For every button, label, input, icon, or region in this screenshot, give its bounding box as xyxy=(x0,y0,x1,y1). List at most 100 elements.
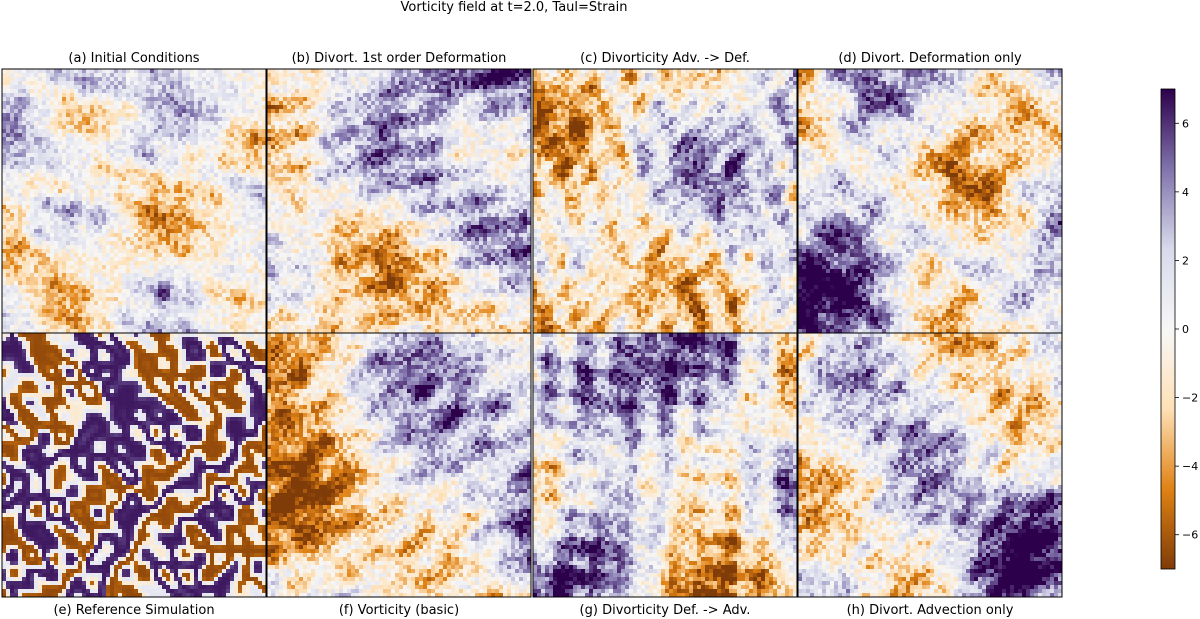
heatmap-cell xyxy=(222,145,226,149)
heatmap-cell xyxy=(238,273,242,277)
heatmap-cell xyxy=(34,169,38,173)
heatmap-cell xyxy=(34,165,38,169)
heatmap-cell xyxy=(114,181,118,185)
heatmap-cell xyxy=(387,69,391,73)
heatmap-cell xyxy=(6,125,10,129)
heatmap-cell xyxy=(86,85,90,89)
heatmap-cell xyxy=(122,161,126,165)
heatmap-cell xyxy=(54,129,58,133)
heatmap-cell xyxy=(110,273,114,277)
heatmap-cell xyxy=(138,213,142,217)
heatmap-cell xyxy=(6,289,10,293)
heatmap-cell xyxy=(102,165,106,169)
heatmap-cell xyxy=(254,213,258,217)
heatmap-cell xyxy=(10,217,14,221)
heatmap-cell xyxy=(58,169,62,173)
heatmap-cell xyxy=(226,97,230,101)
heatmap-cell xyxy=(399,69,403,73)
heatmap-cell xyxy=(102,145,106,149)
heatmap-cell xyxy=(110,237,114,241)
heatmap-cell xyxy=(78,289,82,293)
heatmap-cell xyxy=(38,325,42,329)
heatmap-cell xyxy=(146,193,150,197)
heatmap-cell xyxy=(66,245,70,249)
heatmap-cell xyxy=(30,185,34,189)
heatmap-cell xyxy=(18,277,22,281)
heatmap-cell xyxy=(110,173,114,177)
heatmap-cell xyxy=(30,133,34,137)
heatmap-cell xyxy=(70,121,74,125)
heatmap-cell xyxy=(54,165,58,169)
heatmap-cell xyxy=(98,149,102,153)
heatmap-cell xyxy=(218,185,222,189)
heatmap-cell xyxy=(154,69,158,73)
heatmap-cell xyxy=(279,69,283,73)
heatmap-cell xyxy=(347,69,351,73)
heatmap-cell xyxy=(190,221,194,225)
heatmap-cell xyxy=(242,309,246,313)
heatmap-cell xyxy=(106,93,110,97)
heatmap-cell xyxy=(190,113,194,117)
heatmap-cell xyxy=(242,89,246,93)
heatmap-cell xyxy=(471,81,475,85)
heatmap-cell xyxy=(166,81,170,85)
heatmap-cell xyxy=(154,241,158,245)
heatmap-cell xyxy=(258,141,262,145)
heatmap-cell xyxy=(114,253,118,257)
heatmap-cell xyxy=(110,73,114,77)
heatmap-cell xyxy=(134,253,138,257)
heatmap-cell xyxy=(222,257,226,261)
heatmap-cell xyxy=(271,101,275,105)
heatmap-cell xyxy=(387,77,391,81)
heatmap-cell xyxy=(90,313,94,317)
heatmap-cell xyxy=(86,185,90,189)
heatmap-cell xyxy=(2,101,6,105)
heatmap-cell xyxy=(50,249,54,253)
heatmap-cell xyxy=(82,213,86,217)
heatmap-cell xyxy=(198,297,202,301)
heatmap-cell xyxy=(238,173,242,177)
heatmap-cell xyxy=(10,153,14,157)
heatmap-cell xyxy=(186,217,190,221)
heatmap-cell xyxy=(178,169,182,173)
heatmap-cell xyxy=(158,249,162,253)
heatmap-cell xyxy=(138,293,142,297)
heatmap-cell xyxy=(50,165,54,169)
heatmap-cell xyxy=(431,93,435,97)
heatmap-cell xyxy=(254,241,258,245)
heatmap-cell xyxy=(511,73,515,77)
heatmap-cell xyxy=(90,293,94,297)
heatmap-cell xyxy=(230,125,234,129)
heatmap-cell xyxy=(250,325,254,329)
heatmap-cell xyxy=(114,169,118,173)
heatmap-cell xyxy=(519,73,523,77)
heatmap-cell xyxy=(158,73,162,77)
heatmap-cell xyxy=(86,257,90,261)
heatmap-cell xyxy=(246,105,250,109)
heatmap-cell xyxy=(475,69,479,73)
heatmap-cell xyxy=(74,261,78,265)
heatmap-cell xyxy=(242,245,246,249)
heatmap-cell xyxy=(114,105,118,109)
heatmap-cell xyxy=(194,137,198,141)
heatmap-cell xyxy=(22,177,26,181)
heatmap-cell xyxy=(122,85,126,89)
heatmap-cell xyxy=(158,297,162,301)
heatmap-cell xyxy=(42,165,46,169)
heatmap-cell xyxy=(222,109,226,113)
heatmap-cell xyxy=(455,81,459,85)
heatmap-cell xyxy=(258,73,262,77)
heatmap-cell xyxy=(142,109,146,113)
heatmap-cell xyxy=(238,217,242,221)
heatmap-cell xyxy=(238,81,242,85)
heatmap-cell xyxy=(206,81,210,85)
heatmap-cell xyxy=(30,173,34,177)
heatmap-cell xyxy=(26,105,30,109)
heatmap-cell xyxy=(50,241,54,245)
heatmap-cell xyxy=(118,305,122,309)
heatmap-cell xyxy=(58,177,62,181)
heatmap-cell xyxy=(443,89,447,93)
heatmap-cell xyxy=(242,325,246,329)
heatmap-cell xyxy=(26,125,30,129)
heatmap-cell xyxy=(166,229,170,233)
